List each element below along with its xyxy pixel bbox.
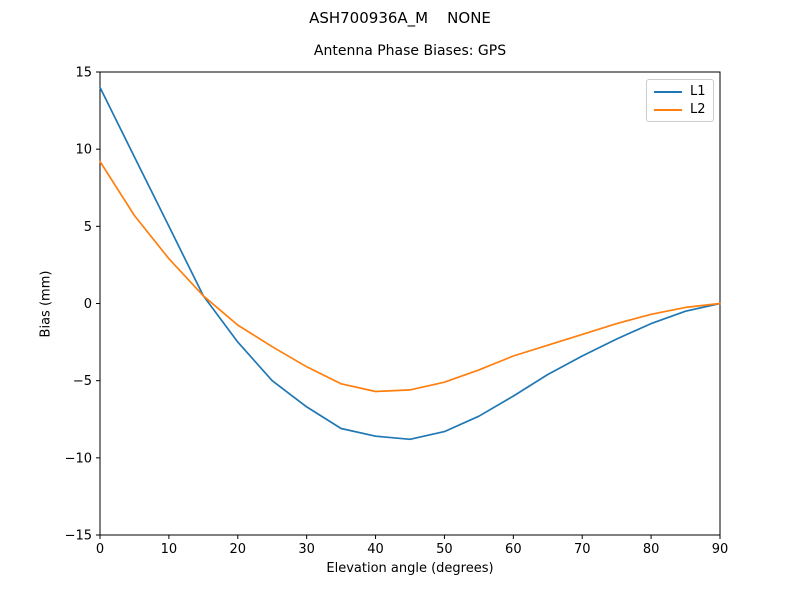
y-tick-label: −15 [65,529,92,544]
y-tick-label: −5 [73,374,92,389]
x-tick-label: 10 [161,542,178,557]
series-line-l1 [99,86,721,441]
y-tick-label: 0 [84,297,92,312]
axes-spines [99,71,721,536]
y-tick-label: −10 [65,451,92,466]
x-tick-label: 0 [96,542,104,557]
legend-label-l2: L2 [690,102,706,117]
y-tick-label: 5 [84,220,92,235]
x-tick-label: 50 [436,542,453,557]
legend-line-l2 [654,108,682,111]
y-axis-label: Bias (mm) [38,270,54,338]
legend: L1 L2 [646,79,714,122]
x-tick-label: 60 [505,542,522,557]
x-tick-label: 90 [712,542,729,557]
legend-item-l1: L1 [654,85,706,98]
x-axis-label: Elevation angle (degrees) [326,561,494,576]
x-tick-label: 70 [574,542,591,557]
legend-item-l2: L2 [654,103,706,116]
legend-line-l1 [654,90,682,93]
axes-title: Antenna Phase Biases: GPS [313,43,507,59]
x-tick-label: 20 [230,542,247,557]
y-tick-label: 10 [75,143,92,158]
x-tick-label: 80 [643,542,660,557]
series-line-l2 [99,160,721,393]
y-tick-label: 15 [75,66,92,81]
x-tick-label: 40 [367,542,384,557]
figure-suptitle: ASH700936A_M NONE [309,9,491,27]
legend-label-l1: L1 [690,84,706,99]
x-tick-label: 30 [298,542,315,557]
